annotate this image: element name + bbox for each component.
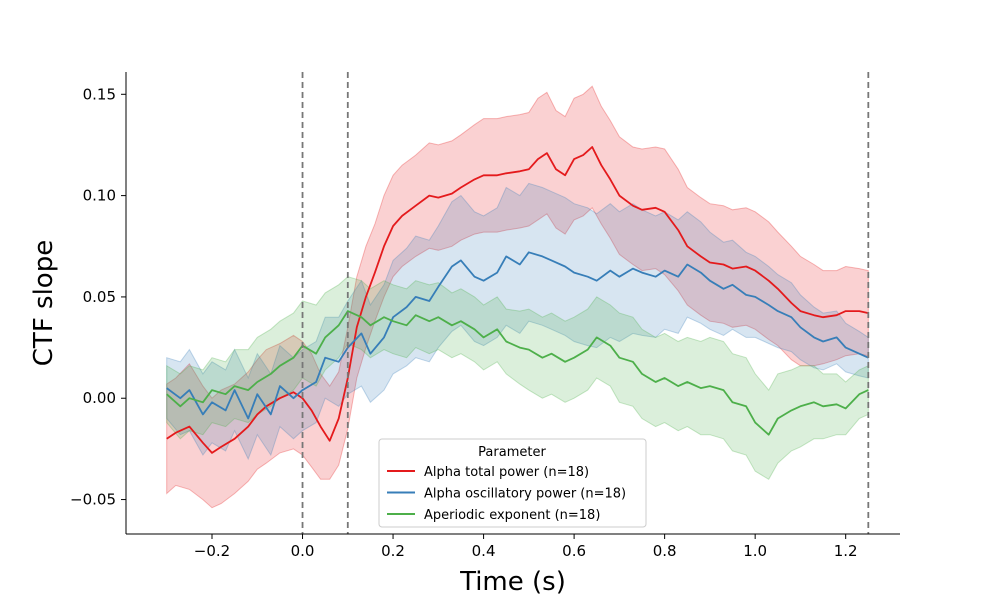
x-ticks: −0.2 0.0 0.2 0.4 0.6 0.8 1.0 1.2 [194,534,858,560]
x-tick-label: 0.4 [472,542,496,560]
line-series-0 [166,146,869,454]
legend-entry-label: Alpha total power (n=18) [424,465,589,480]
line-series-2 [166,310,869,436]
y-tick-label: 0.10 [83,187,116,205]
x-tick-label: 1.2 [834,542,858,560]
x-tick-label: 1.0 [743,542,767,560]
legend-entry-label: Aperiodic exponent (n=18) [424,508,600,523]
legend: Parameter Alpha total power (n=18) Alpha … [378,438,647,528]
y-tick-label: 0.00 [83,389,116,407]
axes [125,72,900,535]
x-tick-label: 0.6 [562,542,586,560]
y-ticks: −0.05 0.00 0.05 0.10 0.15 [70,85,126,509]
y-axis-title: CTF slope [29,240,59,366]
legend-entry-label: Alpha oscillatory power (n=18) [424,487,626,502]
x-tick-label: 0.8 [653,542,677,560]
y-tick-label: 0.15 [83,85,116,103]
y-tick-label: −0.05 [70,491,116,509]
line-series-1 [166,251,869,420]
legend-title: Parameter [478,445,546,460]
x-tick-label: 0.0 [291,542,315,560]
series-lines [166,146,869,454]
event-markers [301,72,870,534]
y-tick-label: 0.05 [83,288,116,306]
legend-frame [378,438,647,528]
x-tick-label: 0.2 [381,542,405,560]
x-tick-label: −0.2 [194,542,230,560]
x-axis-title: Time (s) [459,567,566,597]
